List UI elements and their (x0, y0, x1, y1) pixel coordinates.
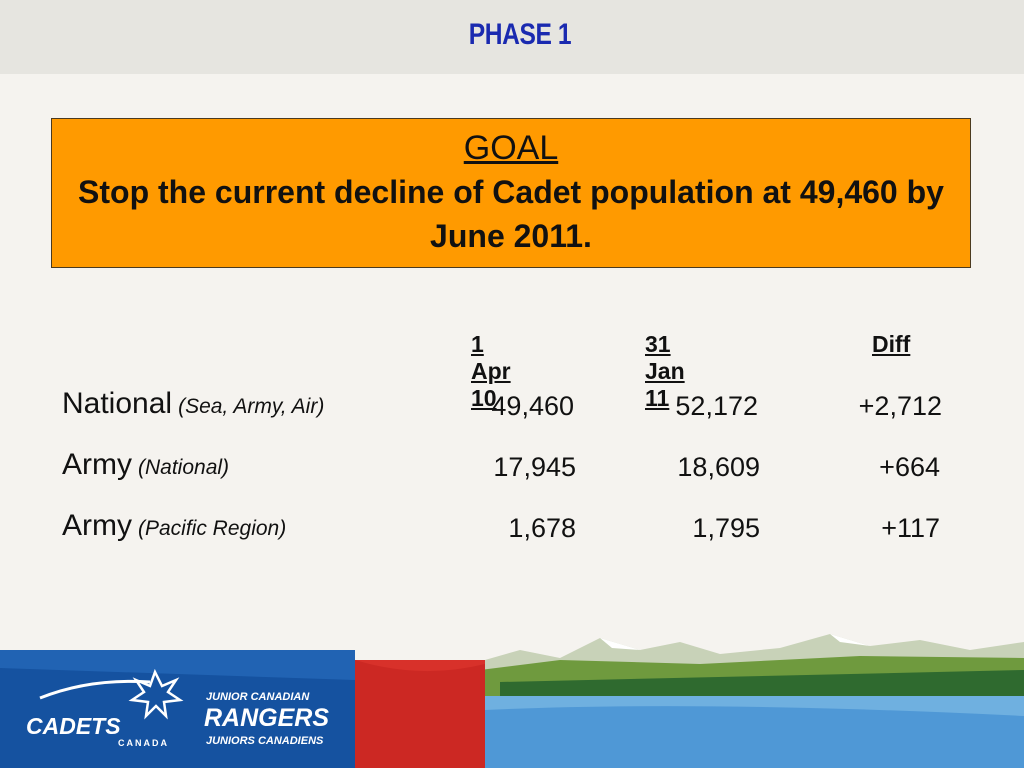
cadets-logo-text: CADETS (26, 713, 121, 739)
table-cell: 52,172 (675, 391, 758, 421)
column-header-apr10: 1 Apr 10 (471, 331, 511, 411)
row-label-army-national: Army (National) (62, 448, 229, 482)
column-header-diff: Diff (872, 331, 911, 357)
row-label-text: National (62, 387, 173, 420)
table-cell: 17,945 (493, 452, 576, 482)
column-header-jan11: 31 Jan 11 (645, 331, 685, 411)
footer-banner: CADETS CANADA JUNIOR CANADIAN RANGERS JU… (0, 634, 1024, 768)
snow-caps (600, 634, 870, 650)
table-cell: 18,609 (677, 452, 760, 482)
goal-heading: GOAL (463, 129, 559, 167)
rangers-logo-line1: JUNIOR CANADIAN (206, 691, 310, 703)
row-label-text: Army (62, 448, 132, 481)
row-label-sub: (National) (138, 456, 230, 479)
header-band (0, 0, 1024, 74)
red-wave (355, 660, 485, 768)
table-cell: 1,678 (508, 513, 576, 543)
maple-leaf-icon (128, 668, 184, 720)
table-cell: +117 (881, 513, 940, 543)
row-label-sub: (Sea, Army, Air) (178, 395, 325, 418)
table-cell: 49,460 (491, 391, 574, 421)
blue-wave (0, 650, 355, 680)
table-cell: +2,712 (858, 391, 942, 421)
row-label-text: Army (62, 509, 132, 542)
row-label-sub: (Pacific Region) (138, 517, 287, 540)
goal-text: Stop the current decline of Cadet popula… (78, 174, 944, 254)
row-label-army-pacific: Army (Pacific Region) (62, 509, 286, 543)
row-label-national: National (Sea, Army, Air) (62, 387, 324, 421)
slide-title: PHASE 1 (468, 18, 572, 51)
table-cell: +664 (879, 452, 940, 482)
water-wave (485, 706, 1024, 768)
table-cell: 1,795 (692, 513, 760, 543)
rangers-logo-line3: JUNIORS CANADIENS (206, 735, 324, 747)
forest-strip (500, 670, 1024, 700)
cadets-logo-subtext: CANADA (118, 738, 169, 748)
rangers-logo-line2: RANGERS (204, 704, 329, 732)
goal-box: GOAL Stop the current decline of Cadet p… (51, 118, 971, 268)
